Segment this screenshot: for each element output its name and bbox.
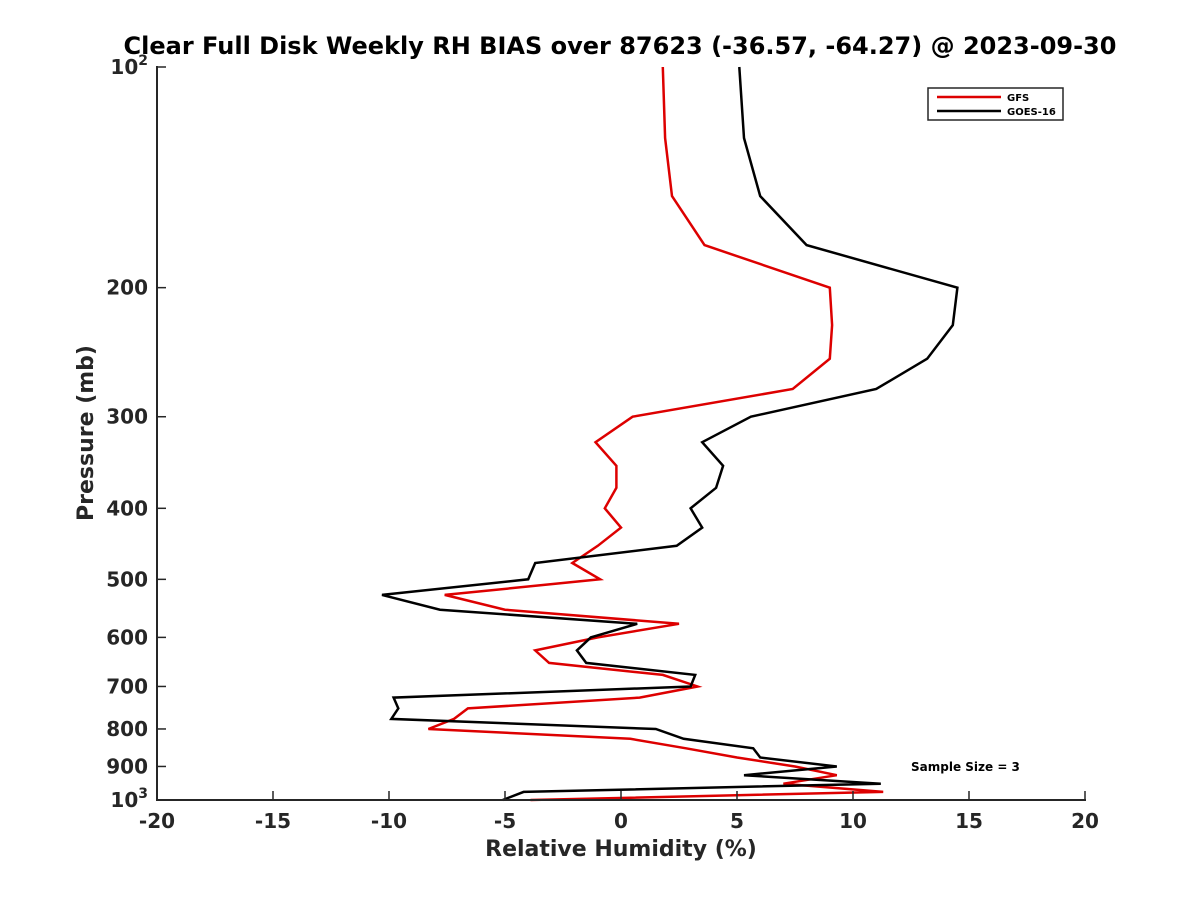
legend-label-goes16: GOES-16 xyxy=(1007,107,1056,118)
x-ticks: -20 -15 -10 -5 0 5 10 15 20 xyxy=(139,791,1099,833)
plot-lines xyxy=(381,66,959,802)
y-axis-label: Pressure (mb) xyxy=(74,345,99,521)
y-tick-label: 400 xyxy=(106,496,148,520)
x-tick-label: 5 xyxy=(730,809,744,833)
sample-size-annotation: Sample Size = 3 xyxy=(911,760,1020,774)
x-tick-label: 20 xyxy=(1071,809,1099,833)
y-ticks: 102 200 300 400 500 600 700 800 900 103 xyxy=(106,53,166,812)
x-tick-label: -5 xyxy=(494,809,516,833)
y-tick-label: 103 xyxy=(110,786,148,812)
chart-title: Clear Full Disk Weekly RH BIAS over 8762… xyxy=(124,32,1117,60)
y-tick-label: 500 xyxy=(106,567,148,591)
y-tick-label: 600 xyxy=(106,625,148,649)
y-tick-label: 102 xyxy=(110,53,148,79)
x-tick-label: -20 xyxy=(139,809,175,833)
series-line-gfs xyxy=(427,66,884,802)
x-tick-label: 10 xyxy=(839,809,867,833)
x-tick-label: 15 xyxy=(955,809,983,833)
y-tick-label: 900 xyxy=(106,754,148,778)
legend: GFS GOES-16 xyxy=(927,87,1064,121)
legend-box xyxy=(927,87,1064,121)
x-tick-label: -10 xyxy=(371,809,407,833)
y-tick-label: 700 xyxy=(106,674,148,698)
x-tick-label: -15 xyxy=(255,809,291,833)
y-tick-label: 800 xyxy=(106,717,148,741)
y-tick-label: 200 xyxy=(106,276,148,300)
x-axis-label: Relative Humidity (%) xyxy=(485,837,757,862)
x-tick-label: 0 xyxy=(614,809,628,833)
y-tick-label: 300 xyxy=(106,405,148,429)
series-line-goes16 xyxy=(381,66,959,802)
legend-label-gfs: GFS xyxy=(1007,93,1029,104)
